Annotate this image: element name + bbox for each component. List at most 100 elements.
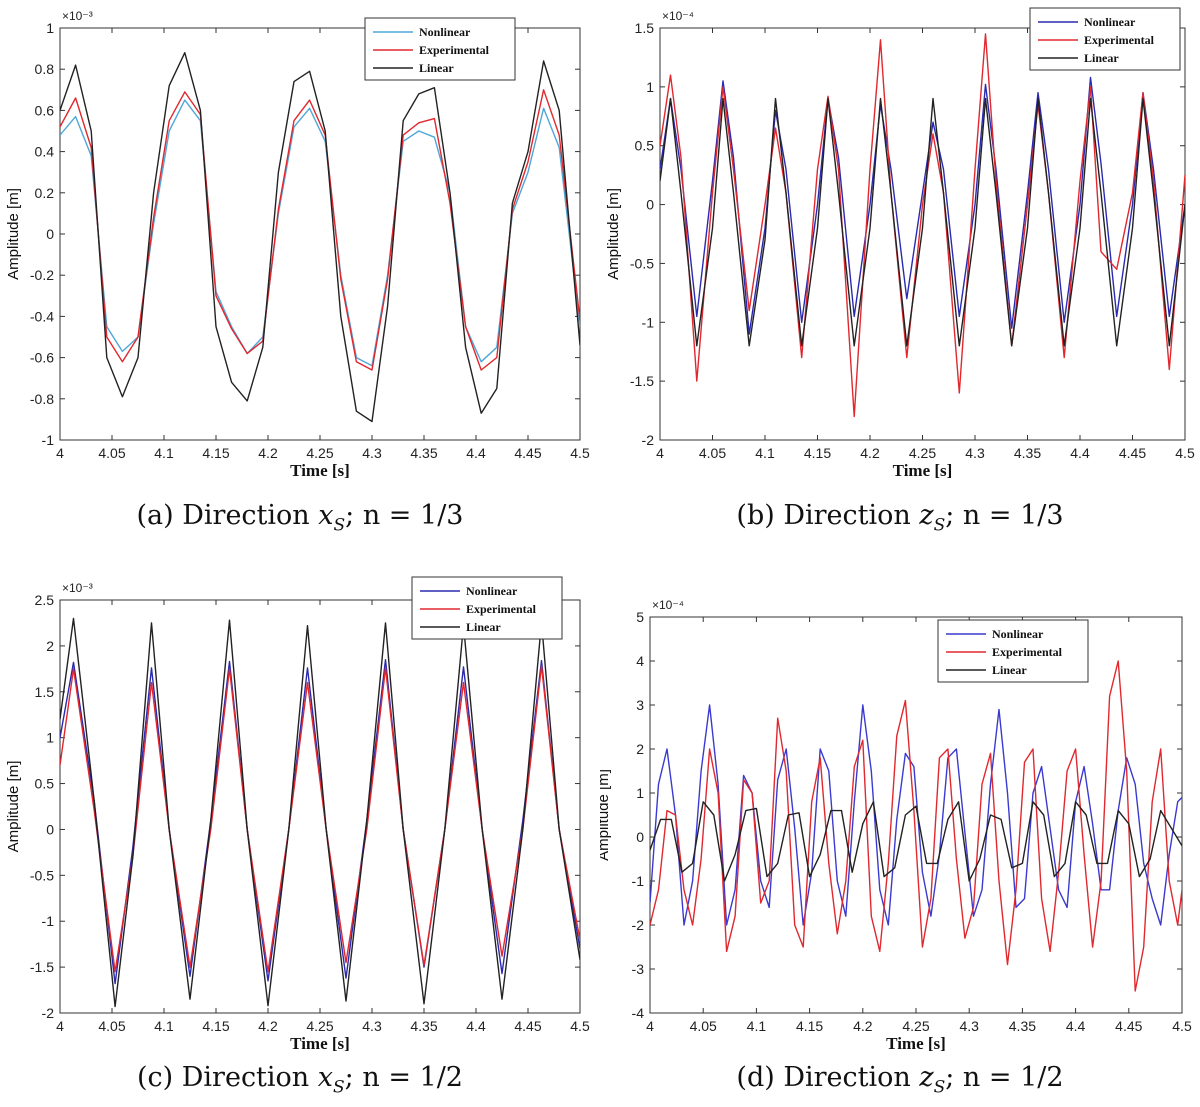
y-tick-label: 1 — [646, 79, 654, 95]
x-tick-label: 4.3 — [965, 445, 985, 461]
series-line-linear — [660, 97, 1185, 347]
x-tick-label: 4.25 — [909, 445, 936, 461]
y-tick-label: -4 — [632, 1005, 645, 1021]
x-tick-label: 4.35 — [1014, 445, 1041, 461]
x-tick-label: 4.2 — [258, 445, 278, 461]
legend-entry: Linear — [1084, 51, 1119, 65]
x-tick-label: 4.2 — [853, 1018, 873, 1034]
y-tick-label: -2 — [642, 432, 655, 448]
legend-entry: Nonlinear — [992, 627, 1044, 641]
y-tick-label: 2 — [636, 741, 644, 757]
series-line-nonlinear — [60, 658, 580, 985]
x-tick-label: 4.35 — [410, 1018, 437, 1034]
legend-entry: Nonlinear — [1084, 15, 1136, 29]
series-line-nonlinear — [660, 76, 1185, 335]
chart-c-svg: 4 4.05 4.1 4.15 4.2 4.25 4.3 4.35 4.4 4.45 4.5 -2 -1… — [5, 576, 590, 1053]
x-tick-label: 4.15 — [202, 1018, 229, 1034]
chart-d-svg: 4 4.05 4.1 4.15 4.2 4.25 4.3 4.35 4.4 4.45 4.5 -4 -3… — [600, 598, 1192, 1053]
x-tick-label: 4.3 — [362, 1018, 382, 1034]
y-tick-label: -1.5 — [30, 959, 54, 975]
y-tick-label: 5 — [636, 609, 644, 625]
caption-a: (a) Direction xS; n = 1/3 — [136, 500, 464, 536]
x-tick-label: 4.25 — [902, 1018, 929, 1034]
y-tick-label: 1.5 — [635, 20, 655, 36]
legend-entry: Nonlinear — [419, 25, 471, 39]
y-tick-label: -2 — [42, 1005, 55, 1021]
y-tick-label: -0.6 — [30, 350, 54, 366]
x-tick-label: 4.35 — [1009, 1018, 1036, 1034]
x-axis-label: Time [s] — [290, 1034, 350, 1053]
series-line-linear — [60, 617, 580, 1008]
series-line-linear — [60, 52, 580, 423]
y-tick-label: -0.2 — [30, 267, 54, 283]
y-tick-label: 0 — [46, 821, 54, 837]
y-tick-label: 0.4 — [35, 144, 55, 160]
plot-area — [59, 27, 581, 441]
x-tick-label: 4.3 — [362, 445, 382, 461]
series-line-experimental — [650, 660, 1182, 992]
x-tick-label: 4.5 — [570, 1018, 590, 1034]
legend-entry: Linear — [992, 663, 1027, 677]
x-tick-label: 4.05 — [98, 1018, 125, 1034]
x-tick-label: 4.45 — [514, 1018, 541, 1034]
x-axis-label: Time [s] — [886, 1034, 946, 1053]
x-tick-label: 4.15 — [796, 1018, 823, 1034]
y-tick-label: 1 — [46, 20, 54, 36]
x-tick-label: 4.2 — [258, 1018, 278, 1034]
x-tick-label: 4.25 — [306, 445, 333, 461]
y-tick-label: 1 — [636, 785, 644, 801]
y-tick-label: 1 — [46, 730, 54, 746]
x-tick-label: 4.5 — [570, 445, 590, 461]
x-tick-label: 4.2 — [860, 445, 880, 461]
y-tick-label: -0.5 — [30, 867, 54, 883]
x-tick-label: 4 — [56, 1018, 64, 1034]
y-exponent-label: ×10⁻³ — [62, 9, 93, 23]
y-tick-label: -1 — [42, 432, 55, 448]
y-tick-label: 2.5 — [35, 592, 55, 608]
legend: Nonlinear Experimental Linear — [1029, 7, 1181, 71]
x-tick-label: 4.05 — [699, 445, 726, 461]
series-line-experimental — [660, 33, 1185, 418]
x-tick-label: 4.35 — [410, 445, 437, 461]
x-tick-label: 4.05 — [98, 445, 125, 461]
chart-panel-b: 4 4.05 4.1 4.15 4.2 4.25 4.3 4.35 4.4 4.45 4.5 -2 -1… — [600, 0, 1200, 500]
chart-b-svg: 4 4.05 4.1 4.15 4.2 4.25 4.3 4.35 4.4 4.45 4.5 -2 -1… — [605, 7, 1195, 480]
x-tick-label: 4.4 — [1066, 1018, 1086, 1034]
x-tick-label: 4.1 — [154, 445, 174, 461]
x-tick-label: 4.25 — [306, 1018, 333, 1034]
x-tick-label: 4.1 — [747, 1018, 767, 1034]
chart-panel-a: 4 4.05 4.1 4.15 4.2 4.25 4.3 4.35 4.4 4.45 4.5 -1 -0… — [0, 0, 600, 500]
x-tick-label: 4 — [56, 445, 64, 461]
y-tick-label: -0.4 — [30, 308, 54, 324]
x-tick-label: 4.15 — [202, 445, 229, 461]
y-tick-label: 0.5 — [635, 138, 655, 154]
y-exponent-label: ×10⁻⁴ — [652, 598, 684, 612]
caption-b: (b) Direction zS; n = 1/3 — [736, 500, 1064, 536]
y-axis-label: Amplitude [m] — [5, 761, 22, 853]
y-tick-label: -0.8 — [30, 391, 54, 407]
y-tick-label: 1.5 — [35, 684, 55, 700]
legend-entry: Linear — [466, 620, 501, 634]
legend-entry: Experimental — [1084, 33, 1155, 47]
y-tick-label: -3 — [632, 961, 645, 977]
y-tick-label: -1 — [642, 314, 655, 330]
caption-d: (d) Direction zS; n = 1/2 — [736, 1062, 1064, 1098]
y-tick-label: 0.5 — [35, 776, 55, 792]
y-tick-label: 0 — [636, 829, 644, 845]
y-tick-label: 0.6 — [35, 102, 55, 118]
legend-entry: Nonlinear — [466, 584, 518, 598]
x-tick-label: 4.1 — [755, 445, 775, 461]
chart-panel-c: 4 4.05 4.1 4.15 4.2 4.25 4.3 4.35 4.4 4.45 4.5 -2 -1… — [0, 565, 600, 1065]
y-tick-label: -0.5 — [630, 255, 654, 271]
y-tick-label: 0 — [646, 197, 654, 213]
y-tick-label: 0.8 — [35, 61, 55, 77]
x-tick-label: 4.5 — [1172, 1018, 1192, 1034]
plot-area — [59, 599, 581, 1014]
y-axis-label: Amplitude [m] — [600, 769, 612, 861]
caption-c: (c) Direction xS; n = 1/2 — [137, 1062, 463, 1098]
y-tick-label: 3 — [636, 697, 644, 713]
x-tick-label: 4.45 — [1119, 445, 1146, 461]
legend-box — [1029, 7, 1181, 71]
legend-entry: Experimental — [419, 43, 490, 57]
y-tick-label: -1.5 — [630, 373, 654, 389]
